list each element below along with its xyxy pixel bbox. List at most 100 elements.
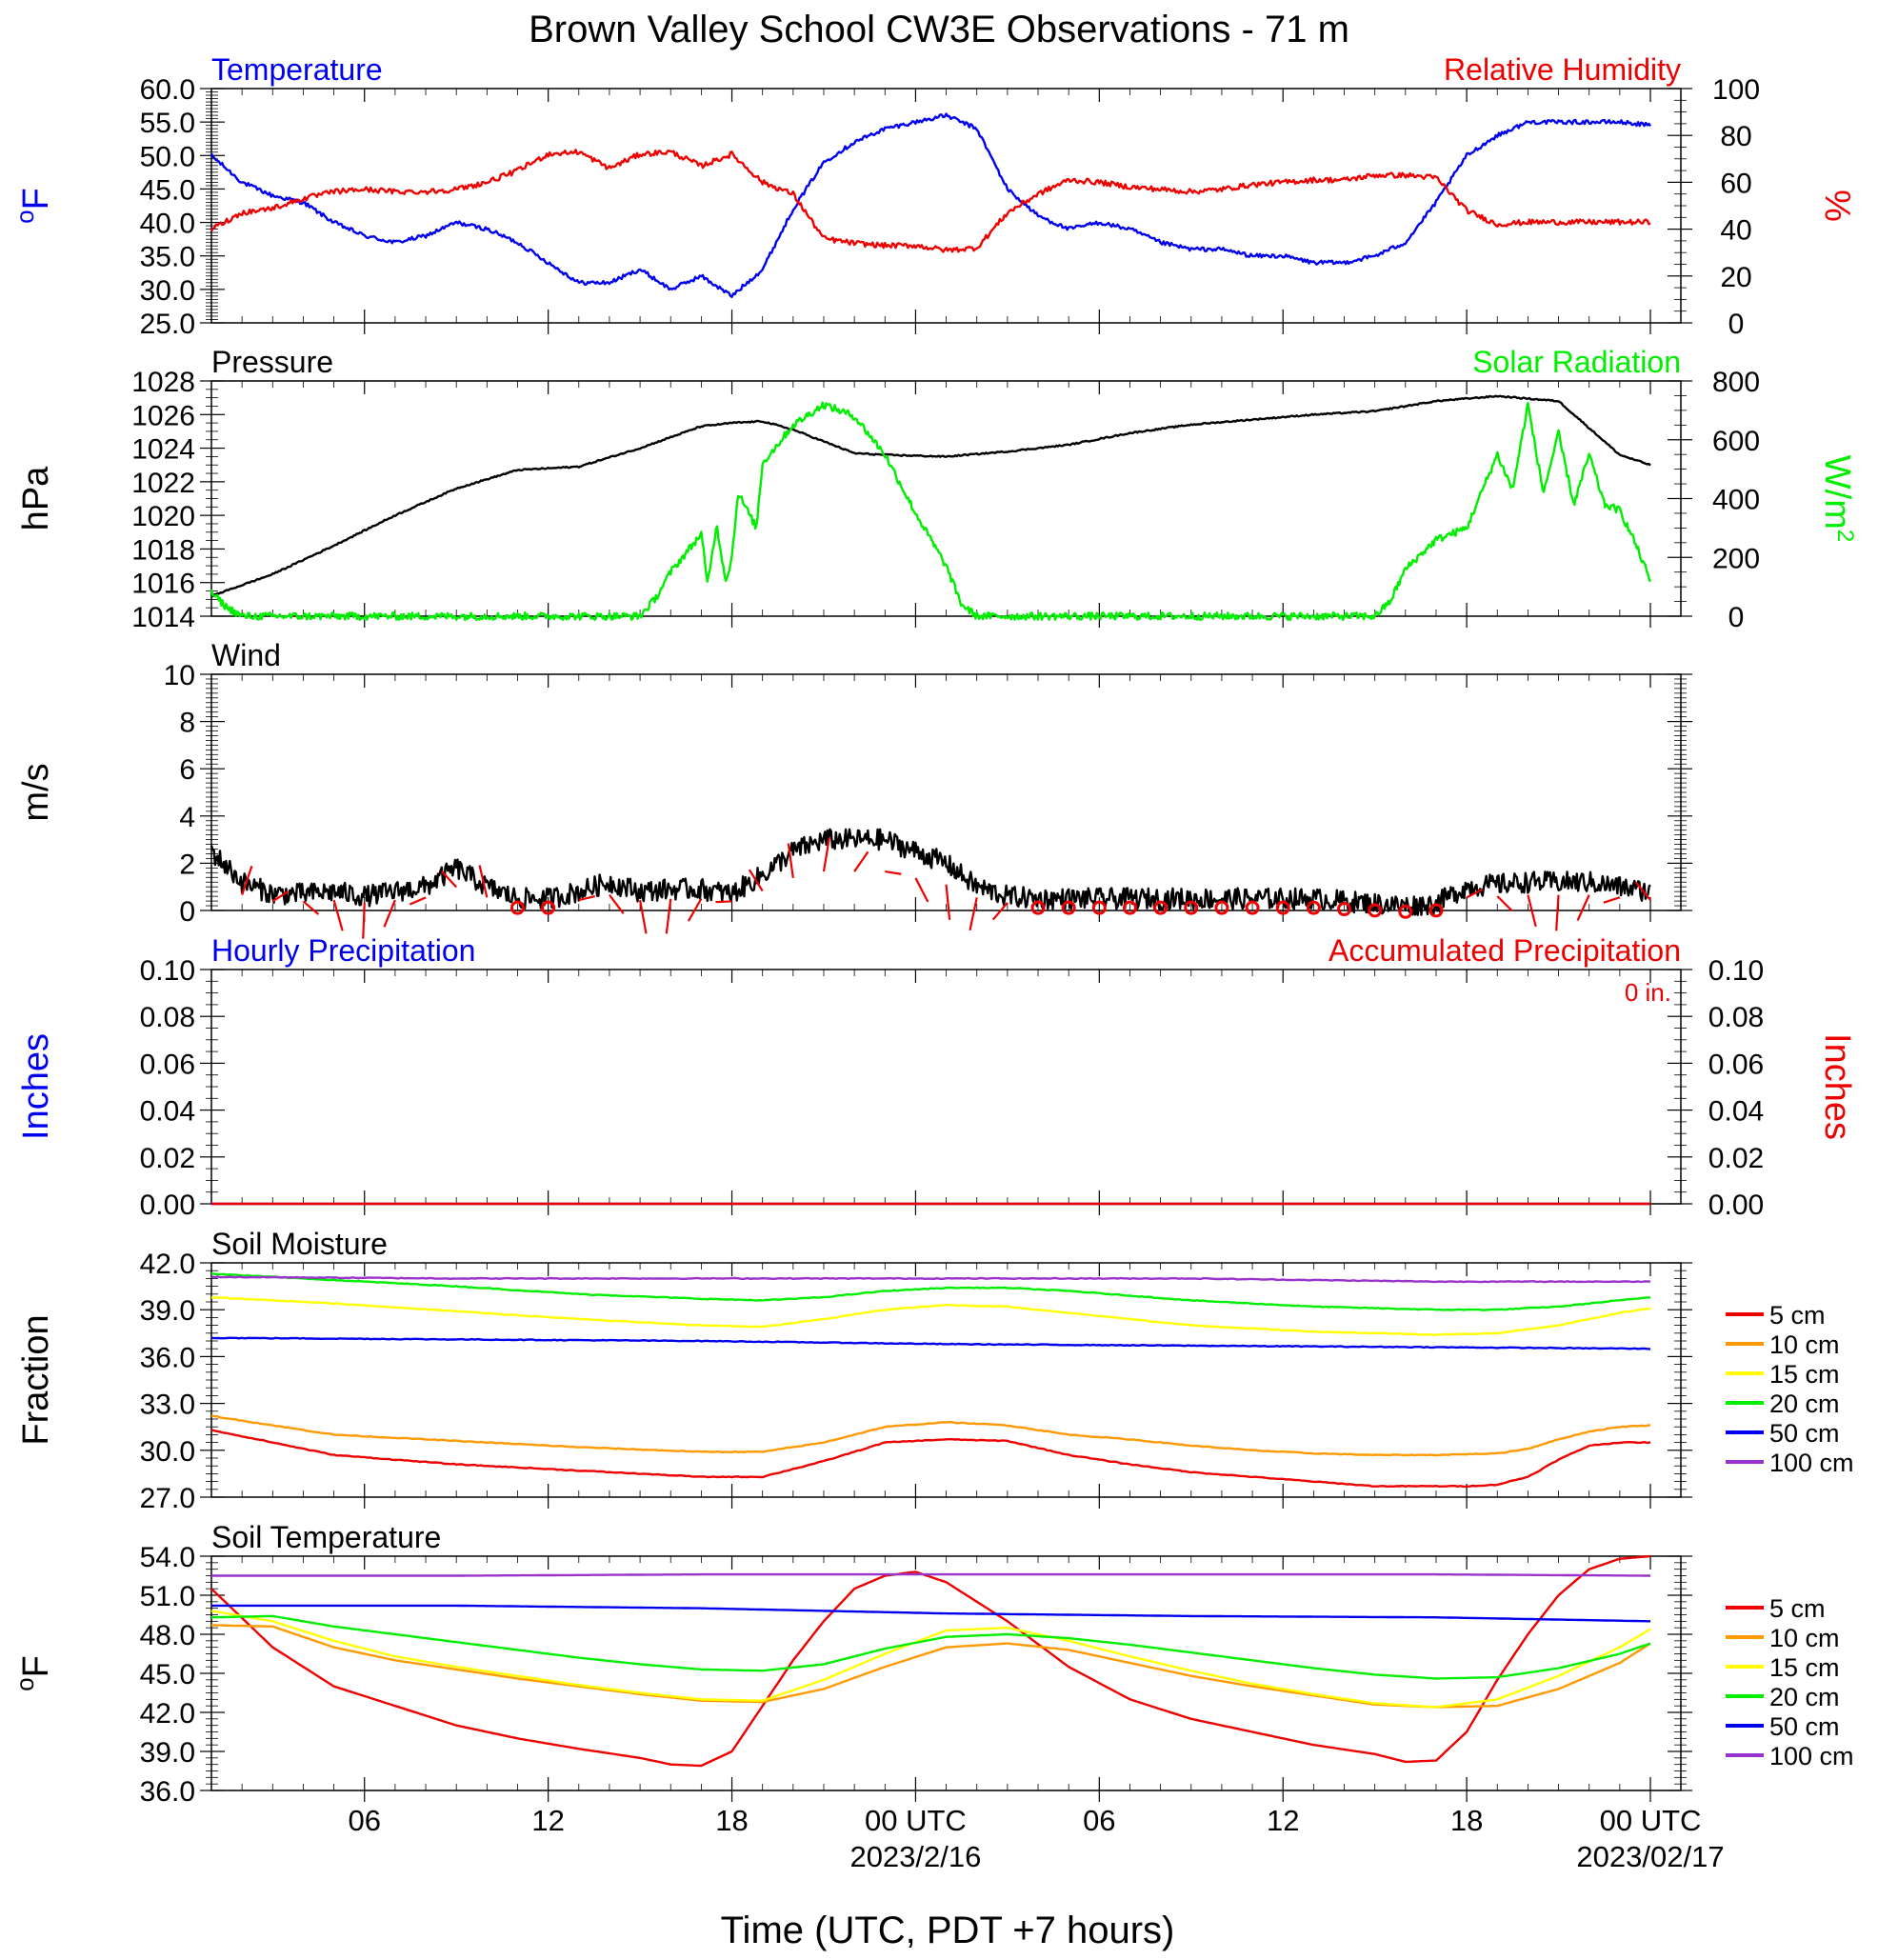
panel-frame — [210, 1555, 1682, 1791]
wind-barb — [885, 870, 902, 875]
y-tick-label: 10 — [164, 660, 195, 691]
wind-barb — [1555, 894, 1560, 931]
wind-barb — [478, 865, 489, 898]
y-tick-label: 1026 — [131, 400, 195, 431]
y-axis-unit: m/s — [16, 763, 56, 821]
panel-title-left: Soil Moisture — [211, 1227, 388, 1261]
x-tick-label: 00 UTC — [865, 1804, 967, 1837]
y2-tick-label: 0 — [1728, 602, 1745, 633]
y2-tick-label: 40 — [1720, 215, 1751, 247]
wind-barb — [787, 843, 794, 879]
panel-soilm: 42.0 39.0 36.0 33.0 30.0 27.0 Soil Moisture Fra… — [16, 1227, 1854, 1514]
y-tick-label: 45.0 — [140, 174, 195, 206]
series-line-relative-humidity — [210, 149, 1651, 253]
y-axis-unit: oF — [10, 188, 56, 224]
wind-barb — [1466, 888, 1484, 899]
series-line-20-cm — [211, 1614, 1651, 1680]
legend-label: 20 cm — [1769, 1390, 1840, 1418]
panel-title-left: Soil Temperature — [211, 1520, 441, 1554]
wind-barb — [665, 898, 672, 934]
series-line-20-cm — [210, 1272, 1651, 1311]
calm-wind-marker — [1122, 900, 1137, 915]
y-tick-label: 0.10 — [140, 955, 195, 987]
y-tick-label: 30.0 — [140, 275, 195, 307]
calm-wind-marker — [1184, 900, 1199, 915]
y-tick-label: 0 — [179, 896, 195, 928]
wind-barb — [409, 896, 427, 906]
y2-tick-label: 100 — [1712, 74, 1760, 106]
y-tick-label: 1022 — [131, 468, 195, 499]
y-tick-label: 36.0 — [140, 1776, 195, 1808]
panel-frame — [210, 380, 1682, 617]
wind-barb — [271, 890, 290, 903]
y-tick-label: 6 — [179, 754, 195, 786]
series-line-5-cm — [210, 1429, 1651, 1489]
x-tick-label: 12 — [1267, 1804, 1299, 1837]
y-tick-label: 1016 — [131, 569, 195, 600]
y-tick-label: 4 — [179, 802, 195, 833]
panel-frame — [210, 88, 1682, 324]
x-tick-label: 06 — [349, 1804, 381, 1837]
panel-title-right: Relative Humidity — [1444, 52, 1681, 87]
x-tick-label: 18 — [715, 1804, 748, 1837]
wind-barb — [1527, 894, 1537, 928]
calm-wind-marker — [1428, 903, 1444, 918]
y2-tick-label: 20 — [1720, 262, 1751, 293]
y-tick-label: 8 — [179, 708, 195, 739]
accumulated-precip-value: 0 in. — [1625, 978, 1671, 1007]
y-tick-label: 51.0 — [140, 1581, 195, 1612]
y-tick-label: 35.0 — [140, 242, 195, 273]
calm-wind-marker — [1091, 900, 1107, 915]
y-tick-label: 40.0 — [140, 209, 195, 240]
y-tick-label: 45.0 — [140, 1659, 195, 1690]
y2-axis-unit: Inches — [1817, 1033, 1857, 1140]
calm-wind-marker — [541, 900, 556, 915]
legend-label: 50 cm — [1769, 1419, 1840, 1448]
series-line-15-cm — [210, 1296, 1651, 1336]
series-line-50-cm — [211, 1604, 1650, 1623]
panel-precip: 0.10 0.08 0.06 0.04 0.02 0.00 0.10 0.08 0.06 0.04… — [16, 933, 1857, 1221]
y-tick-label: 1014 — [131, 602, 195, 633]
wind-barb — [1496, 895, 1513, 912]
y2-tick-label: 200 — [1712, 543, 1760, 574]
wind-barb — [362, 902, 366, 939]
y2-axis-unit: % — [1817, 190, 1857, 222]
x-tick-label: 00 UTC — [1600, 1804, 1702, 1837]
wind-barb — [1635, 881, 1651, 901]
y-tick-label: 1018 — [131, 534, 195, 566]
panel-title-right: Accumulated Precipitation — [1329, 933, 1681, 968]
y-tick-label: 42.0 — [140, 1698, 195, 1730]
calm-wind-marker — [1245, 900, 1260, 915]
y-tick-label: 1024 — [131, 434, 195, 466]
y-tick-label: 39.0 — [140, 1737, 195, 1769]
y-tick-label: 0.08 — [140, 1002, 195, 1033]
panel-frame — [210, 673, 1682, 911]
series-line-temperature — [210, 112, 1651, 298]
y-axis-unit: hPa — [16, 466, 56, 530]
x-tick-label: 12 — [531, 1804, 564, 1837]
y-tick-label: 0.02 — [140, 1143, 195, 1174]
wind-barb — [332, 899, 344, 931]
series-line-15-cm — [210, 1610, 1651, 1709]
calm-wind-marker — [1398, 904, 1413, 919]
panel-frame — [210, 1262, 1682, 1498]
wind-barb — [639, 899, 648, 934]
panel-title-left: Hourly Precipitation — [211, 933, 475, 968]
panel-title-left: Temperature — [211, 52, 383, 87]
panel-temp: 60.055.050.045.040.035.030.025.0 100 80 60 4… — [10, 52, 1857, 340]
y-tick-label: 50.0 — [140, 141, 195, 172]
y2-tick-label: 60 — [1720, 168, 1751, 199]
y-tick-label: 0.04 — [140, 1096, 195, 1128]
series-line-pressure — [210, 394, 1651, 598]
y-tick-label: 25.0 — [140, 309, 195, 340]
x-date-label: 2023/02/17 — [1576, 1840, 1724, 1873]
calm-wind-marker — [1214, 900, 1229, 915]
y2-tick-label: 0.02 — [1708, 1143, 1764, 1174]
y-tick-label: 55.0 — [140, 108, 195, 139]
y-tick-label: 1020 — [131, 501, 195, 532]
wind-barb — [715, 900, 732, 904]
calm-wind-marker — [1368, 903, 1383, 918]
